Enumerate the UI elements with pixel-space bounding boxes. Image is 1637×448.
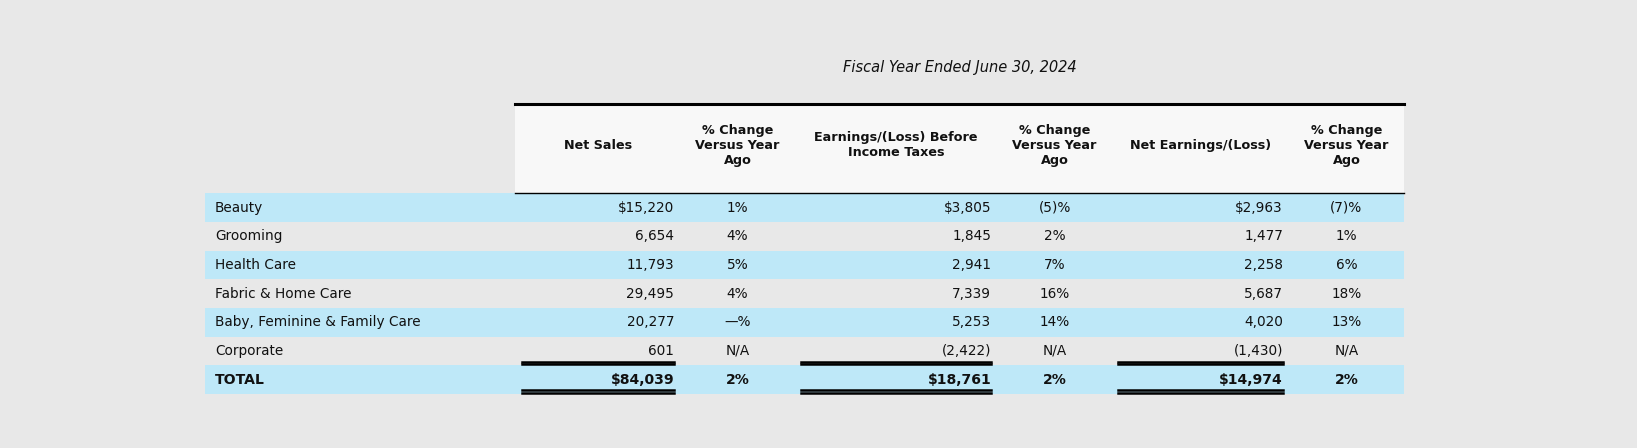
Text: TOTAL: TOTAL xyxy=(214,373,265,387)
Text: 2%: 2% xyxy=(725,373,750,387)
Text: 2%: 2% xyxy=(1334,373,1359,387)
Text: Beauty: Beauty xyxy=(214,201,264,215)
Text: Earnings/(Loss) Before
Income Taxes: Earnings/(Loss) Before Income Taxes xyxy=(814,131,977,159)
Text: 7,339: 7,339 xyxy=(953,287,992,301)
Text: Health Care: Health Care xyxy=(214,258,296,272)
Text: (2,422): (2,422) xyxy=(941,344,992,358)
Text: 5%: 5% xyxy=(727,258,748,272)
Text: N/A: N/A xyxy=(725,344,750,358)
Text: 20,277: 20,277 xyxy=(627,315,674,329)
Text: 2%: 2% xyxy=(1044,229,1066,243)
Text: 14%: 14% xyxy=(1039,315,1069,329)
Bar xyxy=(205,336,1403,365)
Text: 2,941: 2,941 xyxy=(953,258,992,272)
Text: 4%: 4% xyxy=(727,287,748,301)
Text: % Change
Versus Year
Ago: % Change Versus Year Ago xyxy=(1305,124,1388,167)
Text: $18,761: $18,761 xyxy=(928,373,992,387)
Text: N/A: N/A xyxy=(1043,344,1067,358)
Text: 2,258: 2,258 xyxy=(1244,258,1283,272)
Text: 1,845: 1,845 xyxy=(953,229,992,243)
Text: $2,963: $2,963 xyxy=(1236,201,1283,215)
Text: $3,805: $3,805 xyxy=(943,201,992,215)
Text: Fiscal Year Ended June 30, 2024: Fiscal Year Ended June 30, 2024 xyxy=(843,60,1076,75)
Text: Fabric & Home Care: Fabric & Home Care xyxy=(214,287,352,301)
Text: 11,793: 11,793 xyxy=(627,258,674,272)
Text: 16%: 16% xyxy=(1039,287,1069,301)
Bar xyxy=(205,365,1403,394)
Text: (1,430): (1,430) xyxy=(1234,344,1283,358)
Text: 5,253: 5,253 xyxy=(953,315,992,329)
Text: $15,220: $15,220 xyxy=(617,201,674,215)
Text: Net Sales: Net Sales xyxy=(563,139,632,152)
Text: Net Earnings/(Loss): Net Earnings/(Loss) xyxy=(1130,139,1270,152)
Text: Grooming: Grooming xyxy=(214,229,282,243)
Text: (5)%: (5)% xyxy=(1038,201,1071,215)
Text: 4,020: 4,020 xyxy=(1244,315,1283,329)
Text: 601: 601 xyxy=(648,344,674,358)
Text: 7%: 7% xyxy=(1044,258,1066,272)
Text: 1%: 1% xyxy=(727,201,748,215)
Text: 13%: 13% xyxy=(1331,315,1362,329)
Text: 4%: 4% xyxy=(727,229,748,243)
Bar xyxy=(205,308,1403,336)
Text: Corporate: Corporate xyxy=(214,344,283,358)
Text: 29,495: 29,495 xyxy=(627,287,674,301)
Bar xyxy=(205,251,1403,280)
Bar xyxy=(205,194,1403,222)
Text: 1%: 1% xyxy=(1336,229,1357,243)
Text: 18%: 18% xyxy=(1331,287,1362,301)
Text: 6%: 6% xyxy=(1336,258,1357,272)
Text: —%: —% xyxy=(724,315,751,329)
Text: N/A: N/A xyxy=(1334,344,1359,358)
Text: Baby, Feminine & Family Care: Baby, Feminine & Family Care xyxy=(214,315,421,329)
Text: 1,477: 1,477 xyxy=(1244,229,1283,243)
Text: (7)%: (7)% xyxy=(1331,201,1362,215)
Text: 2%: 2% xyxy=(1043,373,1067,387)
Text: % Change
Versus Year
Ago: % Change Versus Year Ago xyxy=(696,124,779,167)
Bar xyxy=(205,280,1403,308)
Bar xyxy=(516,104,1403,194)
Text: $14,974: $14,974 xyxy=(1220,373,1283,387)
Text: % Change
Versus Year
Ago: % Change Versus Year Ago xyxy=(1012,124,1097,167)
Text: 6,654: 6,654 xyxy=(635,229,674,243)
Text: 5,687: 5,687 xyxy=(1244,287,1283,301)
Text: $84,039: $84,039 xyxy=(611,373,674,387)
Bar xyxy=(205,222,1403,251)
